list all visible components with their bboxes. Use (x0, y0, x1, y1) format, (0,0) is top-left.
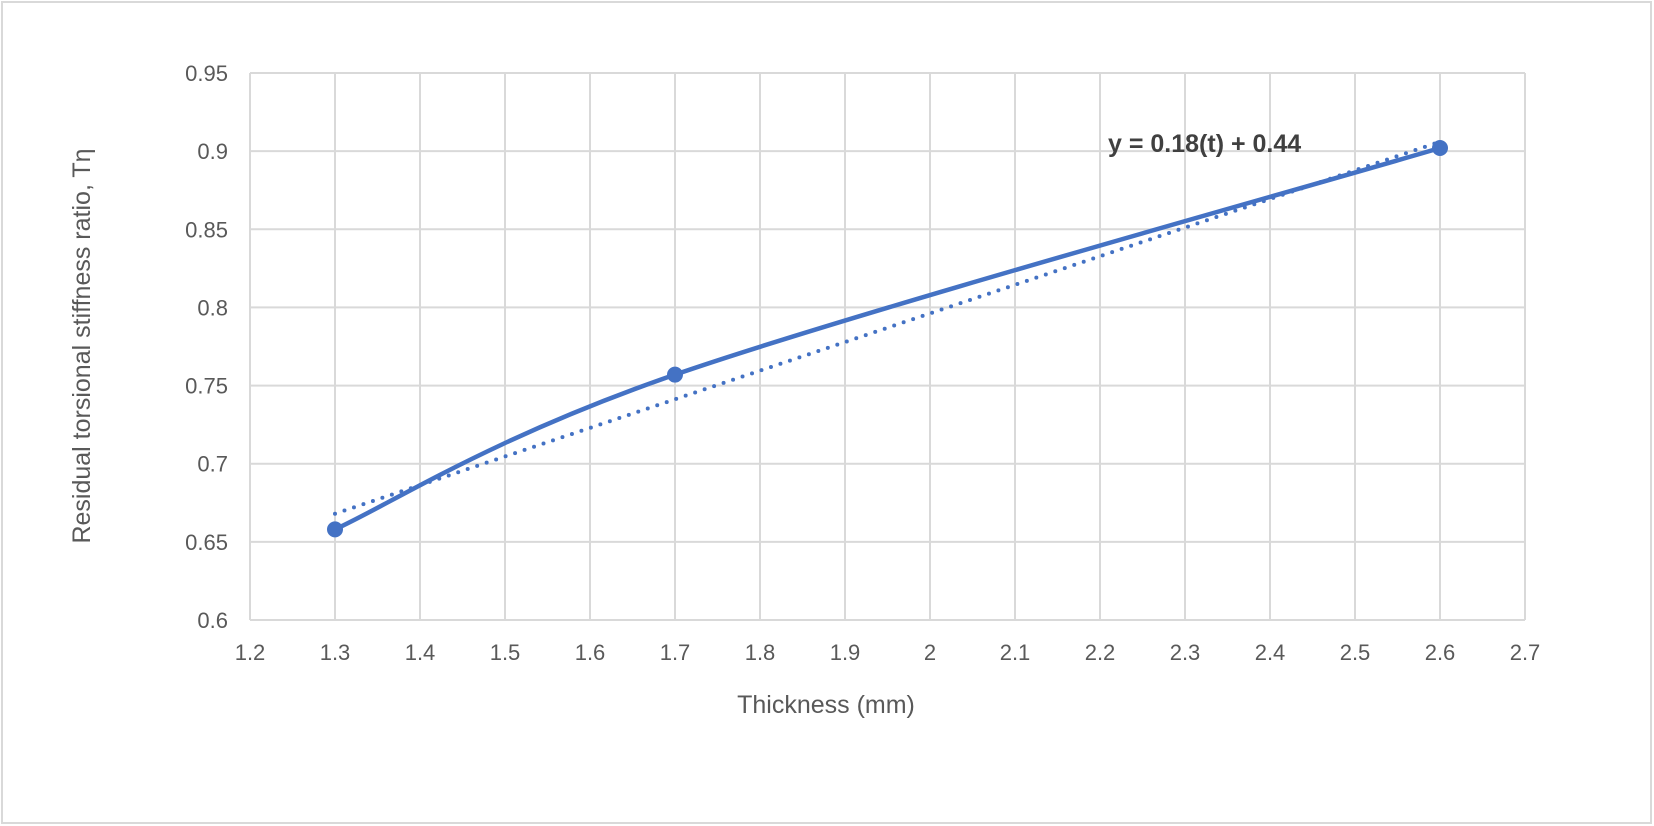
y-tick-label: 0.9 (197, 139, 228, 164)
x-tick-label: 1.9 (830, 640, 861, 665)
x-axis-title: Thickness (mm) (737, 691, 915, 719)
x-tick-label: 2.5 (1340, 640, 1371, 665)
data-point (1432, 140, 1448, 157)
y-tick-label: 0.85 (185, 217, 228, 242)
x-tick-label: 2.4 (1255, 640, 1286, 665)
x-tick-label: 1.4 (405, 640, 436, 665)
x-tick-label: 2.3 (1170, 640, 1201, 665)
x-tick-label: 1.2 (235, 640, 266, 665)
x-tick-label: 2 (924, 640, 936, 665)
x-tick-label: 2.7 (1510, 640, 1541, 665)
x-tick-label: 1.6 (575, 640, 606, 665)
data-point (667, 366, 683, 383)
gridlines (249, 72, 1526, 621)
y-tick-label: 0.6 (197, 608, 228, 633)
series-line (332, 145, 1443, 532)
x-tick-label: 2.2 (1085, 640, 1116, 665)
data-point (327, 521, 343, 538)
y-axis-title: Residual torsional stiffness ratio, Tη (68, 148, 96, 543)
y-tick-label: 0.7 (197, 452, 228, 477)
x-tick-label: 1.7 (660, 640, 691, 665)
x-tick-label: 2.6 (1425, 640, 1456, 665)
y-tick-labels: 0.6 0.65 0.7 0.75 0.8 0.85 0.9 0.95 (185, 61, 228, 633)
x-tick-labels: 1.2 1.3 1.4 1.5 1.6 1.7 1.8 1.9 2 2.1 2.2 2.3 2.4 2.5… (235, 640, 1541, 665)
y-tick-label: 0.75 (185, 374, 228, 399)
y-tick-label: 0.65 (185, 530, 228, 555)
y-tick-label: 0.8 (197, 295, 228, 320)
x-tick-label: 1.3 (320, 640, 351, 665)
y-tick-label: 0.95 (185, 61, 228, 86)
x-tick-label: 1.5 (490, 640, 521, 665)
x-tick-label: 1.8 (745, 640, 776, 665)
plot-marks (327, 139, 1448, 538)
trendline-equation: y = 0.18(t) + 0.44 (1108, 130, 1301, 158)
trendline (333, 139, 1442, 516)
x-tick-label: 2.1 (1000, 640, 1031, 665)
